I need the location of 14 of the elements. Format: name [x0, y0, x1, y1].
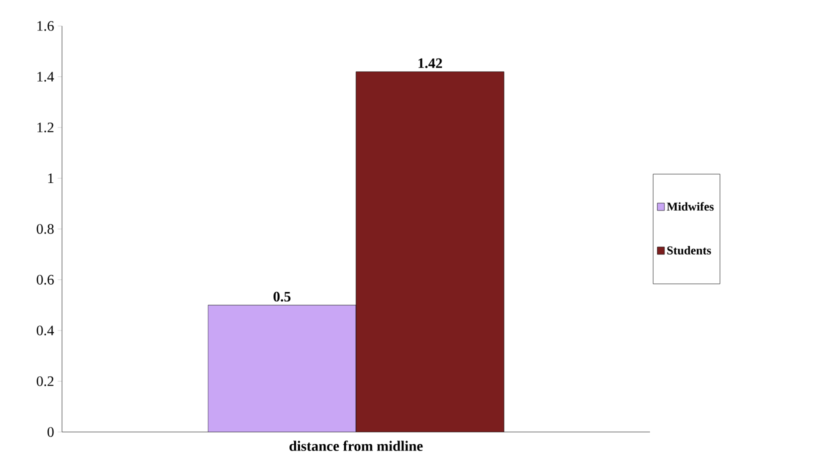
- y-tick-label: 1.6: [37, 21, 54, 31]
- x-axis-title: distance from midline: [290, 440, 423, 451]
- legend-label: Students: [667, 246, 712, 255]
- y-tick-label: 0: [48, 427, 54, 437]
- data-label: 0.5: [274, 292, 290, 302]
- y-tick-label: 0.2: [36, 376, 54, 386]
- y-tick-label: 1: [48, 173, 54, 183]
- data-label: 1.42: [418, 58, 442, 68]
- y-tick-label: 1.4: [37, 72, 54, 82]
- y-tick-label: 0.4: [36, 326, 54, 336]
- y-tick-label: 0.6: [36, 274, 54, 285]
- y-tick-label: 1.2: [37, 122, 54, 132]
- y-tick-label: 0.8: [36, 224, 54, 234]
- legend-label: Midwifes: [666, 202, 714, 211]
